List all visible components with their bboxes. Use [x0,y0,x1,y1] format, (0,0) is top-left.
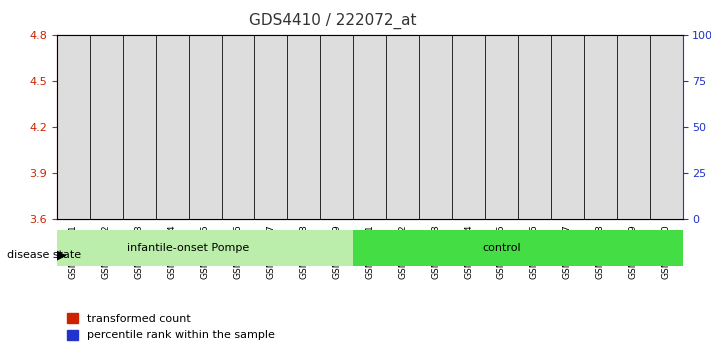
FancyBboxPatch shape [57,35,90,219]
Bar [397,175,408,219]
Bar [232,127,244,219]
Text: GDS4410 / 222072_at: GDS4410 / 222072_at [249,13,417,29]
Bar [57,230,353,266]
FancyBboxPatch shape [353,35,386,219]
Bar [528,179,540,219]
FancyBboxPatch shape [419,35,452,219]
FancyBboxPatch shape [188,35,222,219]
Bar [100,170,112,219]
FancyBboxPatch shape [518,35,551,219]
Bar [627,215,639,219]
Bar [364,166,375,219]
Bar [134,207,145,219]
FancyBboxPatch shape [485,35,518,219]
Bar [298,77,309,219]
Bar [430,126,442,219]
Bar [496,129,507,219]
Legend: transformed count, percentile rank within the sample: transformed count, percentile rank withi… [63,309,279,345]
FancyBboxPatch shape [584,35,616,219]
Text: infantile-onset Pompe: infantile-onset Pompe [127,243,250,253]
FancyBboxPatch shape [90,35,123,219]
FancyBboxPatch shape [452,35,485,219]
FancyBboxPatch shape [551,35,584,219]
Text: disease state: disease state [7,250,81,260]
FancyBboxPatch shape [255,35,287,219]
Bar [661,209,672,219]
Bar [166,212,178,219]
FancyBboxPatch shape [386,35,419,219]
Bar [463,112,474,219]
Bar [331,192,343,219]
Bar [594,173,606,219]
Bar [353,230,683,266]
FancyBboxPatch shape [222,35,255,219]
Bar [562,112,573,219]
FancyBboxPatch shape [123,35,156,219]
Bar [199,209,211,219]
Bar [265,120,277,219]
FancyBboxPatch shape [156,35,188,219]
Text: ▶: ▶ [57,249,67,261]
FancyBboxPatch shape [321,35,353,219]
FancyBboxPatch shape [616,35,650,219]
Text: control: control [482,243,520,253]
FancyBboxPatch shape [287,35,321,219]
FancyBboxPatch shape [650,35,683,219]
Bar [68,120,79,219]
